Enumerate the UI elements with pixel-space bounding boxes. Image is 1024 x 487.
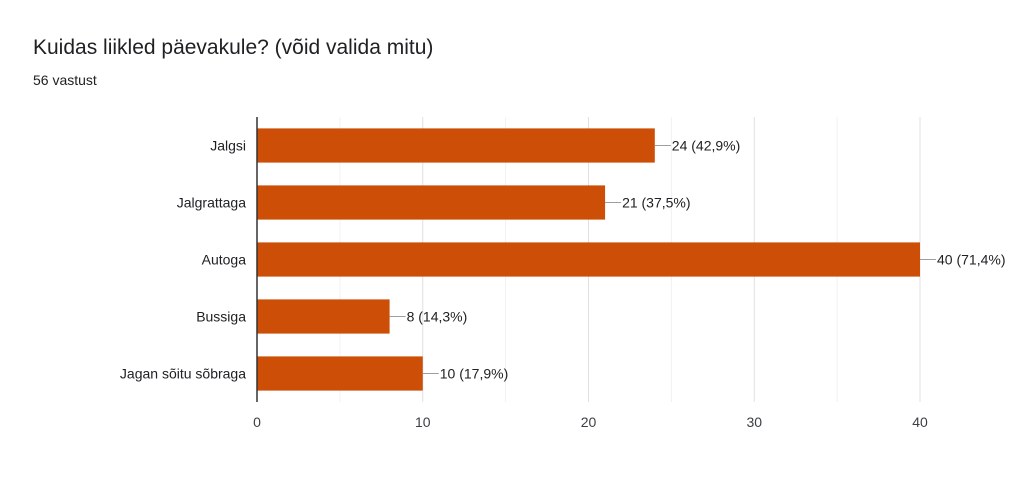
category-label: Jagan sõitu sõbraga xyxy=(120,366,246,382)
x-tick-label: 40 xyxy=(912,414,928,430)
x-tick-label: 0 xyxy=(253,414,261,430)
category-label: Autoga xyxy=(202,252,247,268)
x-tick-label: 30 xyxy=(746,414,762,430)
data-label: 40 (71,4%) xyxy=(937,252,1005,268)
data-label: 8 (14,3%) xyxy=(407,309,468,325)
bar xyxy=(257,242,920,277)
category-label: Bussiga xyxy=(196,309,246,325)
bar xyxy=(257,299,390,334)
response-count: 56 vastust xyxy=(33,72,97,88)
category-label: Jalgrattaga xyxy=(177,195,246,211)
x-tick-label: 10 xyxy=(415,414,431,430)
bar xyxy=(257,128,655,163)
bar xyxy=(257,185,606,220)
data-label: 10 (17,9%) xyxy=(440,366,508,382)
bar xyxy=(257,356,423,391)
category-label: Jalgsi xyxy=(210,138,246,154)
x-tick-label: 20 xyxy=(581,414,597,430)
data-label: 21 (37,5%) xyxy=(622,195,690,211)
chart-title: Kuidas liikled päevakule? (võid valida m… xyxy=(33,36,434,59)
data-label: 24 (42,9%) xyxy=(672,138,740,154)
